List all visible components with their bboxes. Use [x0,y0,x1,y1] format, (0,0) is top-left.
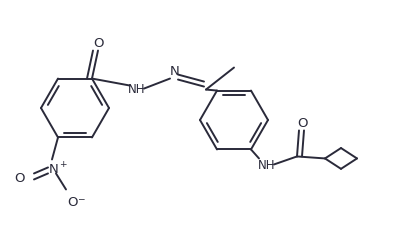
Text: N: N [170,65,180,78]
Text: +: + [59,160,67,169]
Text: NH: NH [258,159,276,172]
Text: O: O [297,117,307,130]
Text: −: − [77,194,85,203]
Text: O: O [94,37,104,50]
Text: NH: NH [128,83,146,96]
Text: O: O [14,172,24,185]
Text: N: N [49,163,59,176]
Text: O: O [67,196,77,209]
